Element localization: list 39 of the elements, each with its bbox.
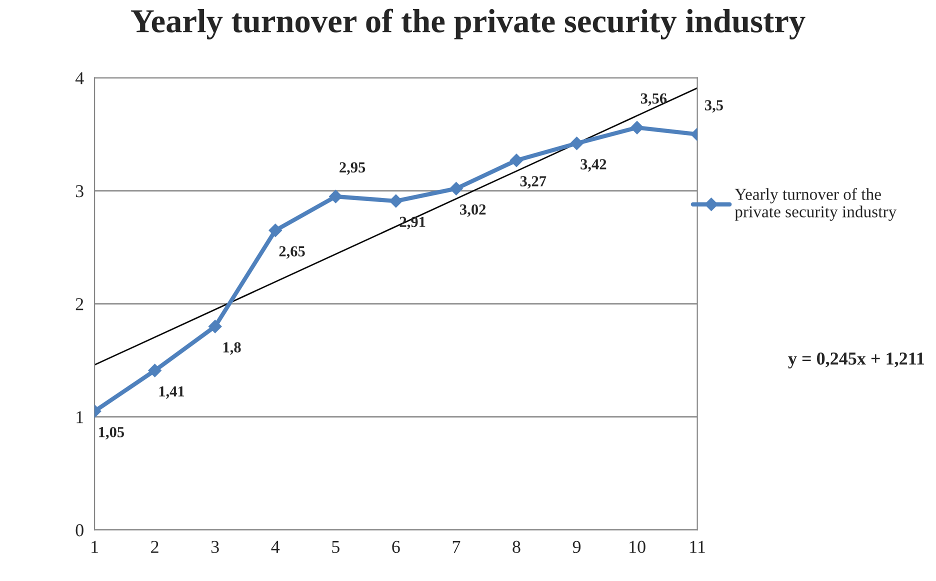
data-label: 3,56 bbox=[640, 93, 667, 106]
data-label: 1,41 bbox=[159, 386, 184, 399]
point bbox=[148, 364, 162, 378]
point bbox=[449, 182, 464, 196]
x-tick-label: 3 bbox=[211, 540, 219, 553]
x-tick-label: 4 bbox=[271, 540, 280, 553]
data-label: 3,42 bbox=[580, 159, 606, 172]
data-label: 2,95 bbox=[340, 162, 366, 175]
point bbox=[510, 153, 524, 168]
point bbox=[570, 136, 584, 150]
data-label: 2,65 bbox=[279, 246, 305, 259]
x-tick-label: 10 bbox=[630, 540, 646, 553]
x-tick-label: 7 bbox=[452, 540, 460, 553]
legend-label: Yearly turnover of the private security industry bbox=[734, 188, 897, 221]
y-tick-label: 4 bbox=[75, 72, 84, 84]
x-tick-label: 9 bbox=[572, 540, 581, 553]
data-label: 1,05 bbox=[99, 426, 124, 440]
y-tick-label: 0 bbox=[76, 524, 84, 536]
data-label: 3,27 bbox=[520, 176, 546, 189]
x-tick-label: 6 bbox=[392, 540, 400, 553]
x-tick-label: 5 bbox=[332, 540, 340, 553]
point bbox=[208, 320, 222, 334]
point bbox=[630, 120, 644, 134]
data-label: 2,91 bbox=[400, 216, 426, 230]
x-tick-label: 2 bbox=[151, 540, 158, 553]
y-tick-label: 2 bbox=[76, 298, 84, 310]
x-tick-label: 11 bbox=[690, 540, 705, 553]
y-tick-label: 1 bbox=[76, 411, 84, 424]
data-label: 1,8 bbox=[223, 342, 241, 355]
point bbox=[268, 224, 282, 238]
x-tick-label: 8 bbox=[512, 540, 520, 553]
data-label: 3,5 bbox=[705, 100, 723, 113]
chart-title: Yearly turnover of the private security industry bbox=[130, 8, 806, 40]
y-tick-label: 3 bbox=[76, 185, 84, 198]
point bbox=[328, 190, 343, 204]
x-tick-label: 1 bbox=[92, 540, 98, 553]
point bbox=[389, 194, 403, 208]
data-label: 3,02 bbox=[460, 204, 486, 217]
text: y = 0,245x + 1,211 bbox=[788, 352, 924, 368]
